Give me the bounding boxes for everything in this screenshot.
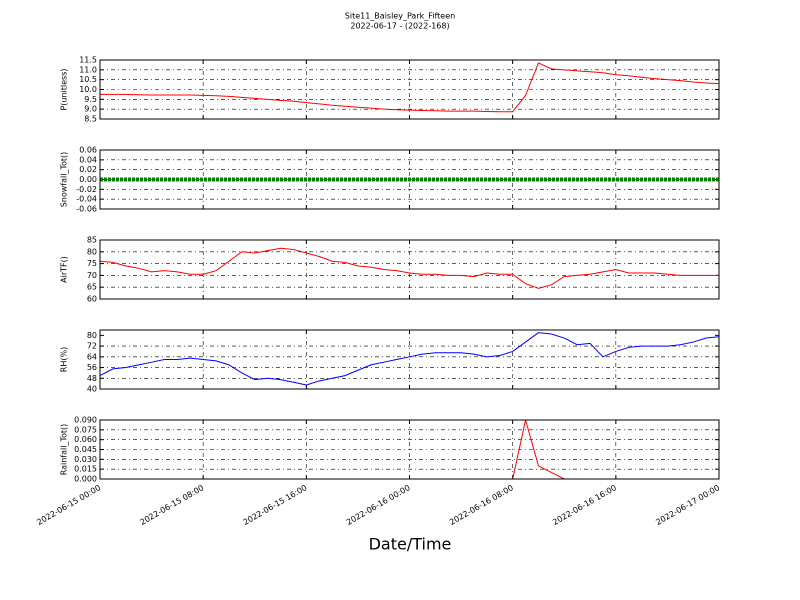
x-tick-label: 2022-06-17 00:00 [654,483,721,527]
x-tick-label: 2022-06-15 00:00 [35,483,102,527]
x-tick-label: 2022-06-15 08:00 [138,483,205,527]
data-line [99,247,719,289]
y-tick-label: 80 [87,247,97,256]
y-tick-label: 0.000 [74,475,97,484]
y-tick-label: 9.5 [84,95,97,104]
y-tick-label: 75 [87,259,97,268]
y-tick-label: 0.060 [74,435,97,444]
y-tick-label: 10.0 [79,85,97,94]
x-tick-label: 2022-06-15 16:00 [242,483,309,527]
y-tick-label: 60 [87,295,97,304]
x-tick-label: 2022-06-16 08:00 [448,483,515,527]
y-tick-label: -0.02 [76,185,97,194]
y-tick-label: 0.00 [79,175,97,184]
y-axis-label: Snowfall_Tot() [60,152,69,208]
chart-subtitle: 2022-06-17 - (2022-168) [350,22,449,31]
y-tick-label: 0.075 [74,425,97,434]
y-tick-label: 56 [87,363,97,372]
x-tick-label: 2022-06-16 16:00 [551,483,618,527]
y-tick-label: 11.0 [79,65,97,74]
y-tick-label: 10.5 [79,75,97,84]
y-tick-label: 0.02 [79,165,97,174]
plot-frame [99,149,720,210]
y-tick-label: 48 [87,374,97,383]
y-tick-label: -0.06 [76,205,97,214]
y-tick-label: 0.015 [74,465,97,474]
y-tick-label: 70 [87,271,97,280]
plot-frame [99,239,720,300]
chart-title: Site11_Baisley_Park_Fifteen [345,12,455,21]
y-tick-label: 40 [87,385,97,394]
y-tick-label: -0.04 [76,195,97,204]
y-axis-label: Rainfall_Tot() [60,424,69,476]
plot-frame [99,419,720,480]
y-tick-label: 0.045 [74,445,97,454]
y-axis-label: RH(%) [60,347,69,372]
y-tick-label: 9.0 [84,105,97,114]
y-tick-label: 85 [87,236,97,245]
y-tick-label: 0.090 [74,416,97,425]
y-tick-label: 0.04 [79,155,97,164]
plot-frame [99,59,720,120]
y-axis-label: P(unitless) [60,68,69,110]
y-axis-label: AirTF() [60,256,69,283]
y-tick-label: 80 [87,331,97,340]
y-tick-label: 0.06 [79,146,97,155]
data-line [100,62,720,113]
x-tick-label: 2022-06-16 00:00 [345,483,412,527]
y-tick-label: 65 [87,283,97,292]
y-tick-label: 8.5 [84,115,97,124]
y-tick-label: 72 [87,342,97,351]
data-line [99,332,720,386]
y-tick-label: 64 [87,352,97,361]
x-axis-label: Date/Time [369,535,452,554]
y-tick-label: 11.5 [79,56,97,65]
y-tick-label: 0.030 [74,455,97,464]
plot-frame [99,329,720,390]
